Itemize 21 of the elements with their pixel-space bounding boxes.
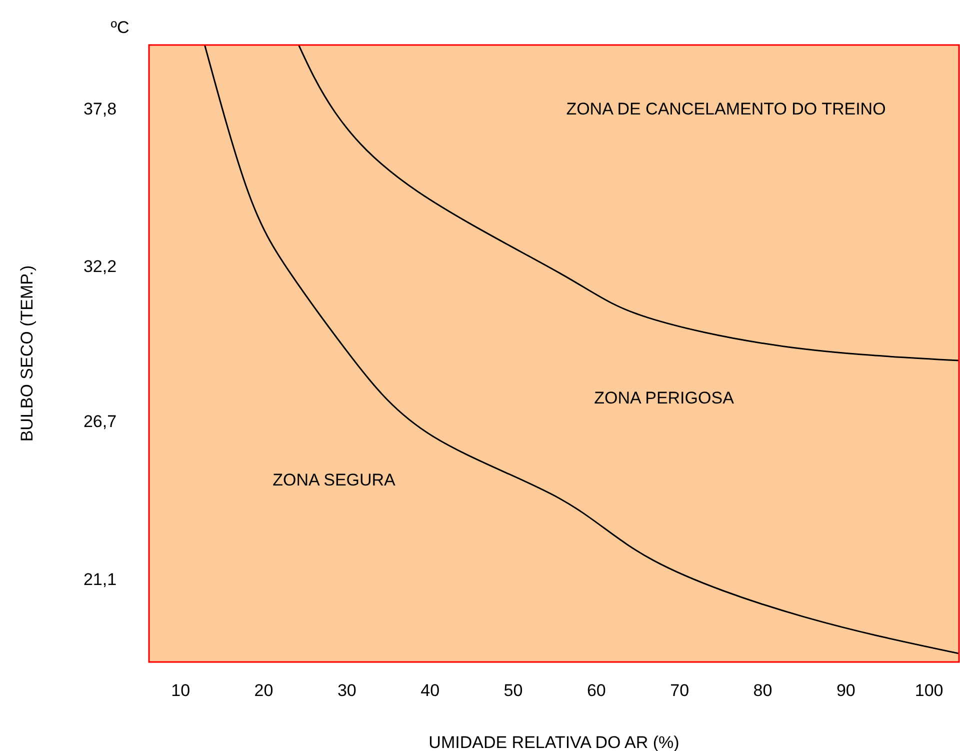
x-tick-label: 30 bbox=[337, 681, 356, 700]
y-tick-label: 26,7 bbox=[83, 412, 117, 432]
y-axis-title: BULBO SECO (TEMP.) bbox=[17, 265, 36, 442]
x-tick-label: 20 bbox=[254, 681, 274, 700]
line-series bbox=[298, 45, 959, 362]
line-series bbox=[204, 45, 959, 654]
annotation: ZONA PERIGOSA bbox=[594, 388, 735, 408]
x-tick-label: 80 bbox=[753, 681, 772, 700]
x-tick-label: 10 bbox=[171, 681, 190, 700]
x-tick-label: 50 bbox=[504, 681, 523, 700]
annotation: ZONA SEGURA bbox=[272, 470, 396, 490]
y-tick-label: 32,2 bbox=[83, 257, 117, 276]
x-tick-label: 40 bbox=[420, 681, 440, 700]
text: ºC bbox=[110, 18, 130, 37]
x-tick-label: 70 bbox=[670, 681, 690, 700]
x-tick-label: 90 bbox=[836, 681, 856, 700]
x-tick-label: 60 bbox=[586, 681, 606, 700]
x-tick-label: 100 bbox=[914, 681, 944, 700]
y-tick-label: 21,1 bbox=[83, 570, 117, 589]
annotation: ZONA DE CANCELAMENTO DO TREINO bbox=[566, 99, 886, 118]
y-tick-label: 37,8 bbox=[83, 99, 117, 118]
